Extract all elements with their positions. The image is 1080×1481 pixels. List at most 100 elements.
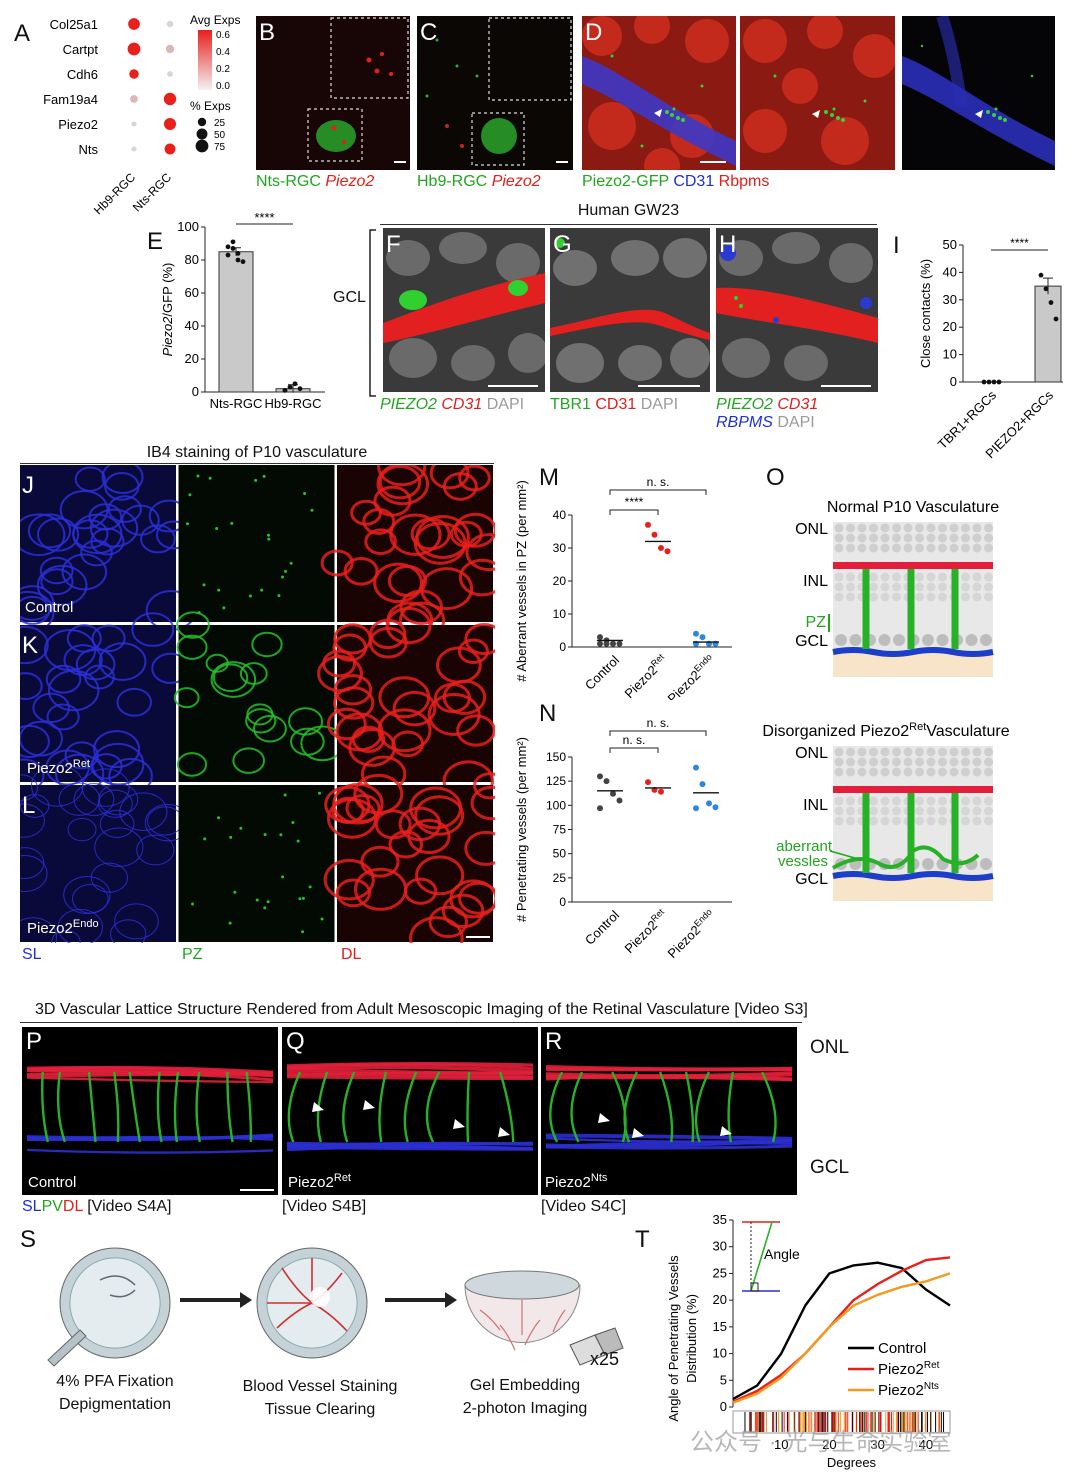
vessel-loop bbox=[44, 628, 97, 672]
vessel-dot bbox=[217, 816, 221, 820]
onl-cell bbox=[834, 757, 844, 767]
data-point bbox=[225, 244, 231, 250]
y-tick-label: 30 bbox=[713, 1239, 727, 1254]
micrograph-tile bbox=[20, 465, 176, 622]
inl-cell bbox=[915, 592, 924, 602]
onl-cell bbox=[961, 533, 970, 543]
vessel-dot bbox=[308, 885, 312, 889]
col-label-dl: DL bbox=[341, 946, 362, 963]
gene-label: Cartpt bbox=[63, 42, 99, 57]
panel-a-dotplot: Col25a1 Cartpt Cdh6 Fam19a4 Piezo2 Nts Hb9-RGC… bbox=[43, 13, 240, 215]
vessel-loop bbox=[20, 855, 48, 892]
penetrating-vessel bbox=[466, 1071, 471, 1143]
dl-vessel bbox=[26, 1065, 274, 1074]
onl-label: ONL bbox=[795, 521, 828, 538]
arrow-1-head bbox=[240, 1292, 252, 1308]
y-tick-label: 0 bbox=[192, 384, 199, 399]
data-point bbox=[235, 257, 241, 263]
category-label: Piezo2Endo bbox=[664, 907, 718, 961]
data-point bbox=[712, 804, 719, 811]
arrowhead bbox=[632, 1128, 644, 1138]
panel-label-k: K bbox=[22, 632, 39, 659]
data-point bbox=[230, 239, 236, 245]
onl-cell bbox=[949, 757, 959, 767]
vessel-loop bbox=[51, 929, 81, 943]
inl-cell bbox=[880, 816, 890, 826]
penetrating-vessel bbox=[56, 1071, 66, 1143]
onl-cell bbox=[892, 533, 901, 543]
inl-cell bbox=[972, 592, 982, 602]
y-tick-label: 35 bbox=[713, 1212, 727, 1227]
inl-cell bbox=[915, 572, 924, 582]
inl-cell bbox=[938, 796, 947, 806]
gcl-cell bbox=[980, 634, 992, 646]
inl-cell bbox=[972, 796, 982, 806]
vessel-loop bbox=[415, 855, 465, 896]
vessel-loop bbox=[232, 747, 265, 774]
inl-cell bbox=[984, 572, 993, 582]
penetrating-vessel bbox=[156, 1071, 163, 1143]
onl-cell bbox=[880, 523, 890, 533]
penetrating-vessel bbox=[378, 1071, 388, 1143]
inl-cell bbox=[846, 592, 855, 602]
inl-cell bbox=[869, 582, 878, 592]
vessel-loop bbox=[63, 644, 103, 676]
inl-cell bbox=[972, 572, 982, 582]
inl-cell bbox=[892, 806, 901, 816]
gcl-cell bbox=[922, 634, 934, 646]
onl-cell bbox=[984, 757, 993, 767]
vessel-loop bbox=[45, 664, 82, 694]
expression-dot bbox=[166, 20, 174, 28]
vessel-loop bbox=[101, 465, 144, 495]
row-label-control: Control bbox=[25, 599, 74, 616]
legend-avg-colorbar bbox=[198, 30, 212, 90]
step3-label: Gel Embedding 2-photon Imaging bbox=[462, 1377, 588, 1417]
step2-label: Blood Vessel Staining Tissue Clearing bbox=[242, 1378, 398, 1418]
arrowhead bbox=[363, 1100, 375, 1110]
penetrating-vessel bbox=[727, 1071, 735, 1143]
y-tick-label: 150 bbox=[546, 750, 566, 764]
optic-disc bbox=[310, 1287, 330, 1307]
series-line bbox=[732, 1272, 951, 1404]
vessel-loop bbox=[136, 834, 175, 866]
panel-d-image-gfp-rbpms bbox=[740, 16, 895, 170]
inl-cell bbox=[880, 582, 890, 592]
category-label: Piezo2Ret bbox=[621, 651, 671, 700]
panel-g-caption: TBR1 CD31 DAPI bbox=[550, 396, 679, 413]
vessel-network bbox=[323, 772, 495, 943]
vessel-dot bbox=[228, 921, 232, 925]
vessel-loop bbox=[20, 847, 45, 879]
inl-cell bbox=[961, 592, 970, 602]
expression-dot bbox=[163, 117, 177, 131]
inl-cell bbox=[926, 572, 936, 582]
panel-s-workflow bbox=[47, 1247, 624, 1367]
onl-cell bbox=[903, 747, 913, 757]
onl-cell bbox=[961, 757, 970, 767]
y-tick-label: 20 bbox=[943, 319, 957, 334]
y-tick-label: 100 bbox=[177, 219, 199, 234]
onl-cell bbox=[869, 747, 878, 757]
vessel-network bbox=[20, 612, 190, 795]
y-axis-label: # Aberrant vessels in PZ (per mm²) bbox=[514, 480, 529, 682]
y-tick-label: 15 bbox=[713, 1319, 727, 1334]
onl-cell bbox=[846, 767, 855, 777]
sl-vessel bbox=[545, 1144, 793, 1150]
inset-vessel bbox=[750, 1221, 773, 1292]
panel-m-scatter: 40 30 20 10 0 # Aberrant vessels in PZ (per m… bbox=[514, 475, 732, 700]
vessel-dot bbox=[267, 537, 271, 541]
data-point bbox=[693, 805, 699, 812]
vessel-loop bbox=[433, 682, 471, 714]
data-point bbox=[287, 384, 293, 390]
penetrating-vessel bbox=[226, 1071, 234, 1143]
group-label: Nts-RGC bbox=[130, 170, 175, 215]
vessel-loop bbox=[20, 803, 45, 838]
data-point bbox=[693, 764, 699, 771]
inl-cell bbox=[892, 816, 901, 826]
legend-pct-tick: 75 bbox=[214, 142, 226, 153]
vessel-loop bbox=[97, 789, 133, 818]
vessel-loop bbox=[322, 649, 357, 678]
onl-cell bbox=[961, 747, 970, 757]
onl-cell bbox=[984, 533, 993, 543]
onl-cell bbox=[869, 523, 878, 533]
vessel-loop bbox=[378, 676, 431, 719]
